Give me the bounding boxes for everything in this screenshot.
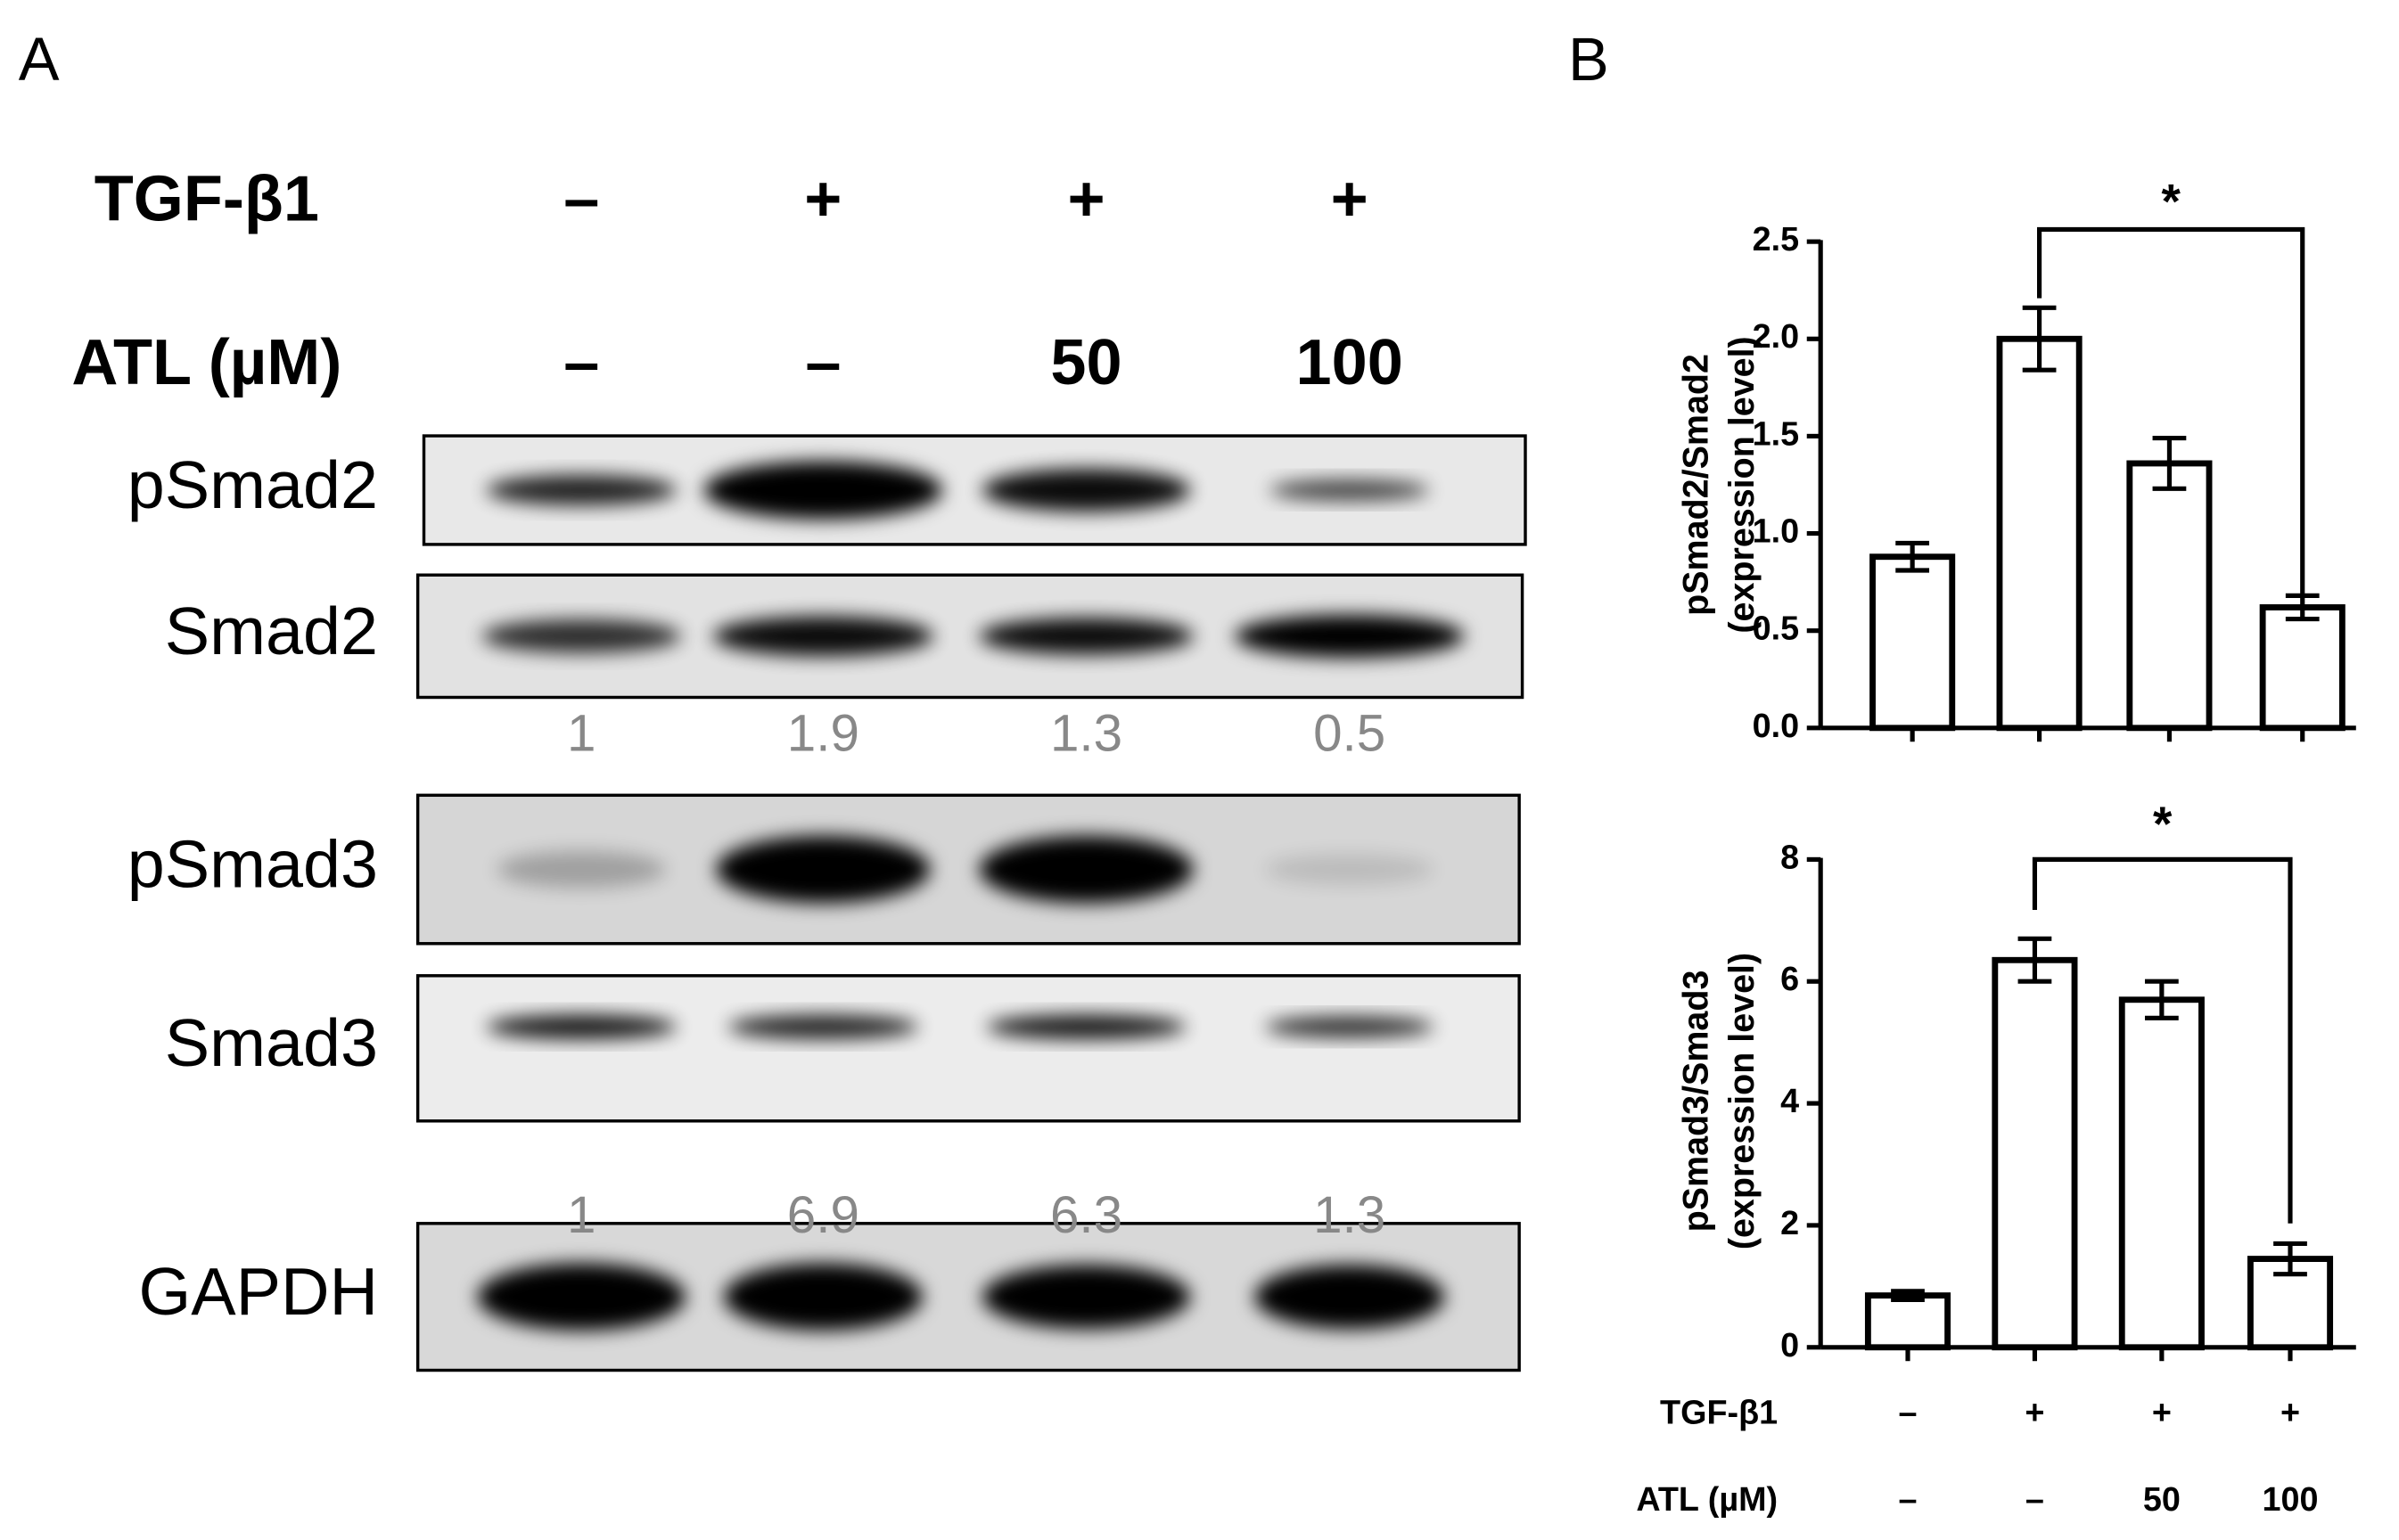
treatment-label: ATL (µM) bbox=[1636, 1480, 1778, 1518]
treatment-label: ATL (µM) bbox=[71, 327, 341, 398]
ratio: 0.5 bbox=[1313, 705, 1385, 763]
treatment-label: TGF-β1 bbox=[94, 163, 319, 234]
ratio: 1.9 bbox=[787, 705, 859, 763]
treatment-value: + bbox=[2025, 1393, 2044, 1430]
band bbox=[481, 618, 681, 653]
band bbox=[979, 618, 1194, 655]
y-axis-label: pSmad3/Smad3 bbox=[1676, 971, 1715, 1233]
band bbox=[1265, 1016, 1434, 1038]
treatment-value: 50 bbox=[1050, 327, 1121, 398]
error-bar bbox=[2144, 979, 2179, 1020]
y-tick-label: 8 bbox=[1780, 838, 1799, 875]
band bbox=[986, 1014, 1187, 1040]
y-axis-label: pSmad2/Smad2 bbox=[1676, 354, 1715, 616]
band bbox=[486, 1014, 677, 1040]
panel-label: B bbox=[1568, 25, 1609, 94]
bar bbox=[1864, 1292, 1951, 1351]
band bbox=[486, 474, 677, 506]
bar bbox=[1869, 553, 1956, 732]
treatment-value: + bbox=[1067, 163, 1105, 234]
treatment-value: 50 bbox=[2143, 1480, 2181, 1518]
error-bar bbox=[2022, 305, 2057, 373]
treatment-value: – bbox=[563, 163, 599, 234]
band bbox=[716, 835, 931, 904]
blot-label: Smad3 bbox=[165, 1005, 378, 1080]
treatment-value: + bbox=[2280, 1393, 2300, 1430]
ratio: 1 bbox=[567, 705, 596, 763]
band bbox=[1269, 479, 1429, 501]
treatment-value: – bbox=[2025, 1480, 2044, 1518]
y-tick-label: 1.0 bbox=[1753, 512, 1799, 550]
blot-label: pSmad2 bbox=[127, 447, 378, 522]
band bbox=[497, 850, 666, 889]
error-bar bbox=[2017, 936, 2052, 984]
treatment-label: TGF-β1 bbox=[1660, 1393, 1778, 1430]
band bbox=[727, 1014, 918, 1040]
blot-label: GAPDH bbox=[139, 1254, 379, 1329]
error-bar bbox=[1891, 1289, 1925, 1302]
band bbox=[1234, 614, 1465, 658]
band bbox=[982, 468, 1191, 512]
error-bar bbox=[1895, 540, 1930, 573]
treatment-value: – bbox=[1899, 1393, 1918, 1430]
blot-label: Smad2 bbox=[165, 594, 378, 668]
band bbox=[703, 461, 943, 520]
bar bbox=[1992, 956, 2078, 1351]
significance: * bbox=[2153, 796, 2173, 851]
treatment-value: – bbox=[805, 327, 841, 398]
treatment-value: 100 bbox=[1296, 327, 1403, 398]
y-tick-label: 0.0 bbox=[1753, 707, 1799, 744]
y-tick-label: 1.5 bbox=[1753, 414, 1799, 452]
ratio: 6.9 bbox=[787, 1186, 859, 1244]
treatment-value: + bbox=[1331, 163, 1368, 234]
y-axis-label: (expression level) bbox=[1722, 336, 1762, 633]
band bbox=[982, 1265, 1191, 1330]
treatment-value: – bbox=[563, 327, 599, 398]
band bbox=[1254, 1265, 1445, 1330]
bar bbox=[2118, 996, 2205, 1351]
y-tick-label: 2 bbox=[1780, 1204, 1799, 1241]
ratio: 1.3 bbox=[1313, 1186, 1385, 1244]
ratio: 6.3 bbox=[1050, 1186, 1122, 1244]
significance: * bbox=[2161, 173, 2181, 228]
significance-bracket bbox=[2037, 226, 2305, 597]
bar bbox=[2259, 604, 2346, 732]
treatment-value: 100 bbox=[2263, 1480, 2319, 1518]
panel-label: A bbox=[19, 25, 60, 94]
y-tick-label: 6 bbox=[1780, 960, 1799, 997]
y-tick-label: 2.5 bbox=[1753, 220, 1799, 258]
band bbox=[477, 1263, 686, 1331]
ratio: 1 bbox=[567, 1186, 596, 1244]
treatment-value: + bbox=[2152, 1393, 2172, 1430]
ratio: 1.3 bbox=[1050, 705, 1122, 763]
band bbox=[1265, 854, 1434, 885]
treatment-value: + bbox=[804, 163, 842, 234]
y-tick-label: 4 bbox=[1780, 1082, 1799, 1119]
error-bar bbox=[2273, 1241, 2307, 1277]
significance-bracket bbox=[2032, 856, 2293, 1224]
band bbox=[712, 616, 933, 657]
bar bbox=[2126, 460, 2213, 732]
y-axis-label: (expression level) bbox=[1722, 953, 1762, 1249]
error-bar bbox=[2152, 436, 2187, 491]
y-tick-label: 0 bbox=[1780, 1326, 1799, 1364]
band bbox=[979, 835, 1194, 904]
blot bbox=[415, 974, 1521, 1123]
y-tick-label: 0.5 bbox=[1753, 610, 1799, 647]
blot-label: pSmad3 bbox=[127, 826, 378, 901]
band bbox=[723, 1263, 923, 1331]
bar bbox=[1996, 335, 2083, 732]
treatment-value: – bbox=[1899, 1480, 1918, 1518]
y-tick-label: 2.0 bbox=[1753, 317, 1799, 355]
